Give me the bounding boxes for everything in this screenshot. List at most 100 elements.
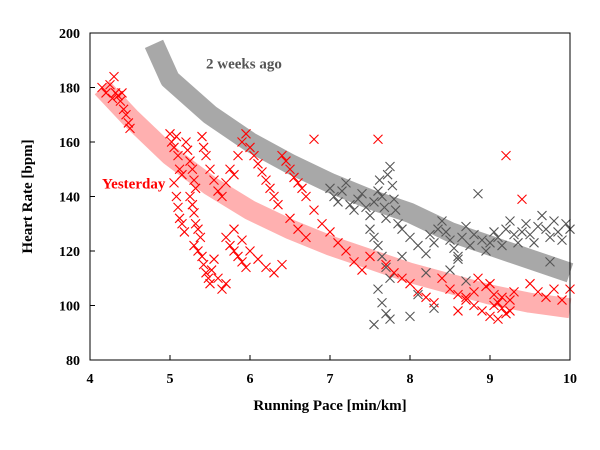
data-point: [118, 104, 129, 115]
data-point: [187, 199, 198, 210]
data-point-stroke: [171, 191, 182, 202]
data-point: [285, 164, 295, 175]
data-point-stroke: [461, 221, 471, 232]
data-point: [505, 306, 515, 316]
data-point-stroke: [165, 128, 175, 139]
data-point-stroke: [225, 164, 235, 175]
data-point: [473, 273, 483, 284]
data-point-stroke: [501, 224, 511, 235]
data-point: [189, 207, 199, 218]
data-point: [105, 79, 115, 90]
data-point-stroke: [253, 254, 263, 265]
data-point-stroke: [453, 306, 463, 316]
data-point-stroke: [289, 172, 299, 183]
data-point-stroke: [377, 297, 387, 308]
data-point: [437, 216, 447, 226]
data-point-stroke: [485, 311, 495, 322]
data-point-stroke: [198, 142, 209, 153]
data-point: [209, 254, 219, 265]
data-point: [493, 314, 503, 325]
data-point-stroke: [181, 137, 191, 147]
data-point-stroke: [433, 224, 443, 235]
data-point-stroke: [293, 177, 303, 188]
data-point: [557, 235, 567, 245]
y-tick-label: 80: [66, 354, 80, 369]
data-point: [529, 237, 539, 248]
data-point: [381, 308, 391, 319]
data-point-stroke: [389, 267, 399, 278]
y-tick-label: 100: [59, 300, 80, 315]
data-point: [325, 227, 335, 237]
data-point-stroke: [241, 262, 251, 273]
data-point-stroke: [429, 303, 439, 314]
data-point: [253, 158, 263, 169]
data-point-stroke: [437, 273, 447, 284]
data-point: [561, 218, 571, 229]
data-point: [365, 224, 375, 235]
data-point: [357, 188, 367, 199]
data-point-stroke: [185, 156, 195, 166]
trend-bands: [94, 39, 574, 319]
data-point: [206, 265, 217, 275]
data-point-stroke: [233, 251, 243, 262]
data-point-stroke: [190, 218, 201, 229]
data-point: [397, 251, 407, 262]
data-point-stroke: [197, 251, 207, 262]
data-point-stroke: [117, 88, 127, 98]
data-point: [477, 235, 487, 245]
data-point: [229, 169, 239, 180]
data-point: [469, 286, 479, 297]
data-point: [445, 235, 455, 245]
data-point-stroke: [385, 161, 395, 172]
data-point: [405, 232, 415, 243]
data-point: [525, 278, 535, 289]
data-point: [205, 278, 215, 289]
data-point: [493, 232, 503, 243]
data-point: [557, 295, 567, 305]
data-point: [197, 251, 207, 262]
data-point-stroke: [377, 191, 387, 202]
data-point-stroke: [357, 188, 367, 199]
data-point-stroke: [509, 229, 519, 240]
data-point: [489, 300, 499, 311]
data-point-stroke: [501, 150, 511, 161]
data-point: [549, 284, 559, 295]
data-point: [329, 191, 339, 202]
data-point: [485, 237, 495, 248]
data-point-stroke: [485, 237, 495, 248]
data-point: [505, 295, 515, 305]
data-point: [181, 137, 191, 147]
data-point: [485, 311, 495, 322]
data-point-stroke: [381, 259, 391, 270]
data-point: [257, 167, 267, 177]
data-point: [477, 306, 487, 316]
data-point: [473, 188, 483, 199]
data-point-stroke: [269, 267, 279, 278]
data-point: [245, 142, 255, 153]
data-point: [97, 82, 107, 93]
data-point-stroke: [277, 150, 287, 161]
data-point: [173, 202, 183, 213]
data-point: [465, 240, 475, 251]
data-point: [121, 109, 131, 120]
data-point-stroke: [533, 221, 543, 232]
data-point: [241, 262, 251, 273]
data-point-stroke: [201, 150, 211, 161]
data-point-stroke: [445, 284, 455, 295]
data-point-stroke: [381, 308, 391, 319]
data-point: [195, 232, 206, 243]
data-point: [469, 300, 479, 311]
data-point-stroke: [237, 235, 247, 245]
data-point: [253, 254, 263, 265]
data-point: [481, 281, 491, 292]
data-point-stroke: [557, 295, 567, 305]
data-point: [309, 134, 319, 145]
x-tick-label: 4: [87, 372, 94, 387]
data-point: [437, 273, 447, 284]
data-point: [198, 259, 209, 270]
data-point-stroke: [497, 240, 507, 251]
data-point-stroke: [261, 175, 271, 186]
data-point-stroke: [397, 273, 407, 284]
data-point: [373, 240, 383, 251]
data-point: [453, 251, 463, 262]
